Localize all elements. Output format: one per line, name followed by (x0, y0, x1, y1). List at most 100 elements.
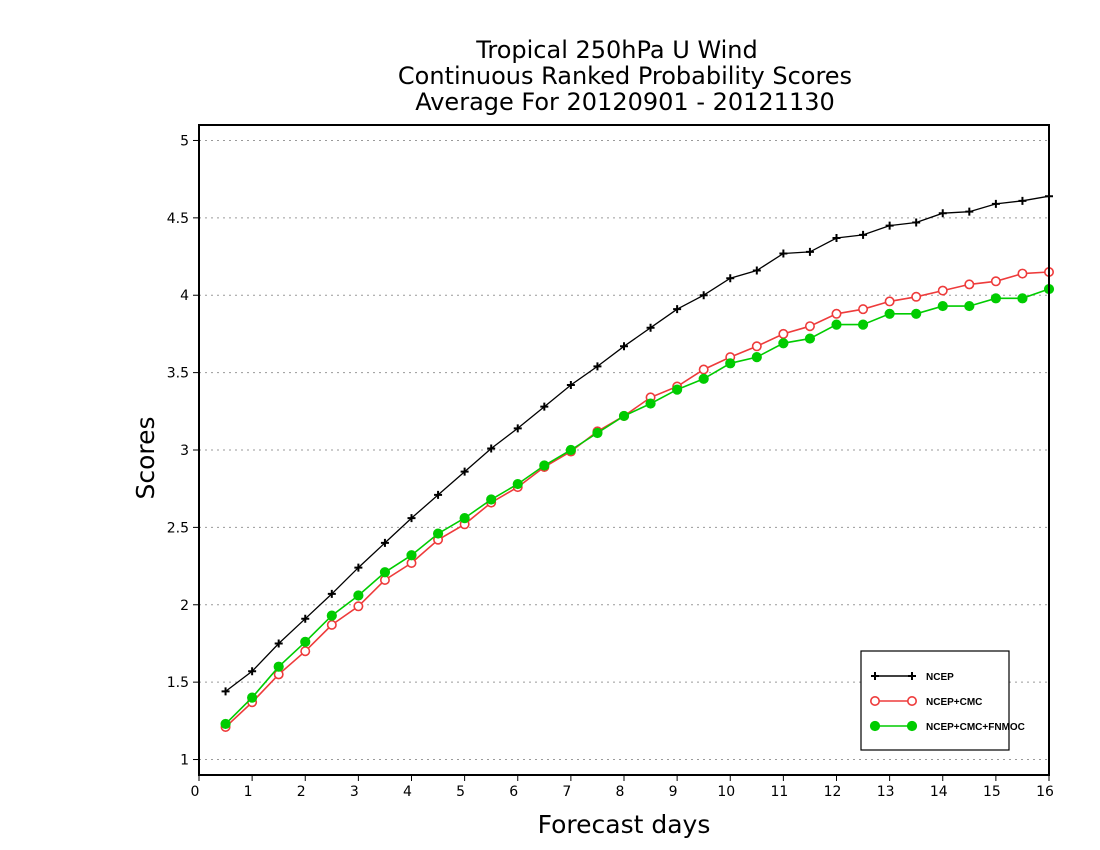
data-point-ncep-cmc (831, 308, 842, 319)
data-point-ncep (991, 199, 1000, 208)
data-point-ncep-cmc-fnmoc (778, 338, 789, 349)
data-point-ncep (779, 249, 788, 258)
data-point-ncep-cmc-fnmoc (804, 333, 816, 344)
x-axis-ticks: 0 1 2 3 4 5 6 7 8 9 10 11 12 13 14 15 16 (191, 775, 1054, 800)
chart-title-line-3: Average For 20120901 - 20121130 (415, 88, 835, 116)
data-point-ncep-cmc-fnmoc (592, 427, 603, 439)
data-point-ncep-cmc-fnmoc (964, 300, 975, 312)
data-point-ncep (752, 266, 761, 275)
data-point-ncep (699, 291, 708, 300)
data-point-ncep (248, 667, 257, 676)
plot-frame (198, 124, 1050, 776)
data-point-ncep (1018, 196, 1027, 205)
data-point-ncep (274, 639, 283, 648)
data-point-ncep (885, 221, 894, 230)
data-point-ncep-cmc (778, 328, 789, 339)
data-point-ncep-cmc-fnmoc (512, 478, 523, 490)
data-point-ncep (646, 323, 655, 332)
x-tick-label: 12 (824, 784, 842, 800)
chart-title-line-1: Tropical 250hPa U Wind (475, 36, 758, 64)
data-point-ncep-cmc-fnmoc (406, 550, 417, 561)
data-point-ncep-cmc (1017, 268, 1028, 279)
legend-label-ncep: NCEP (926, 672, 954, 683)
data-point-ncep (460, 467, 469, 476)
data-point-ncep-cmc (698, 364, 709, 375)
data-point-ncep (327, 589, 336, 598)
legend-label-ncep-cmc: NCEP+CMC (926, 697, 982, 708)
data-point-ncep-cmc (990, 276, 1001, 287)
data-point-ncep-cmc-fnmoc (751, 352, 762, 363)
data-point-ncep-cmc (858, 304, 869, 315)
legend-marker-start-ncep-cmc-fnmoc (869, 720, 881, 732)
data-point-ncep (566, 381, 575, 389)
y-tick-label: 3.5 (167, 366, 189, 382)
data-point-ncep-cmc-fnmoc (618, 410, 630, 422)
x-tick-label: 1 (244, 784, 253, 800)
data-point-ncep-cmc-fnmoc (1017, 293, 1028, 304)
data-point-ncep (832, 233, 841, 242)
data-point-ncep-cmc (911, 291, 922, 302)
y-tick-label: 4.5 (167, 211, 189, 227)
data-point-ncep-cmc-fnmoc (937, 300, 948, 312)
y-tick-label: 2 (180, 598, 189, 614)
legend-item-ncep-cmc-fnmoc: NCEP+CMC+FNMOC (869, 720, 1025, 733)
legend-item-ncep-cmc: NCEP+CMC (869, 695, 982, 708)
data-point-ncep (620, 342, 628, 351)
data-point-ncep-cmc-fnmoc (300, 636, 311, 648)
y-tick-label: 3 (180, 443, 189, 459)
legend: NCEP NCEP+CMC NCEP+CMC+FNMOC (860, 650, 1025, 751)
series-ncep (221, 192, 1053, 696)
data-point-ncep-cmc (326, 619, 337, 630)
data-point-ncep (912, 218, 921, 227)
legend-label-ncep-cmc-fnmoc: NCEP+CMC+FNMOC (926, 722, 1025, 733)
data-point-ncep-cmc-fnmoc (831, 319, 842, 330)
data-point-ncep (965, 207, 974, 216)
x-tick-label: 8 (616, 784, 625, 800)
data-point-ncep-cmc-fnmoc (645, 398, 656, 409)
x-tick-label: 3 (350, 784, 359, 800)
data-point-ncep-cmc-fnmoc (884, 308, 895, 319)
data-point-ncep-cmc (300, 646, 311, 657)
legend-item-ncep: NCEP (871, 672, 954, 683)
legend-marker-end-ncep-cmc-fnmoc (906, 720, 918, 732)
legend-marker-end-ncep-cmc (906, 695, 917, 706)
x-tick-label: 7 (562, 784, 571, 800)
data-point-ncep (859, 230, 868, 239)
data-point-ncep-cmc-fnmoc (432, 528, 444, 539)
data-point-ncep-cmc-fnmoc (326, 610, 337, 621)
y-tick-label: 4 (180, 288, 189, 304)
legend-marker-start-ncep-cmc (869, 695, 880, 706)
data-point-ncep (487, 444, 496, 453)
data-point-ncep (380, 538, 389, 547)
data-point-ncep (513, 424, 522, 433)
data-point-ncep-cmc-fnmoc (247, 692, 258, 703)
x-tick-label: 10 (717, 784, 735, 800)
x-tick-label: 6 (509, 784, 518, 800)
data-point-ncep-cmc (353, 601, 364, 612)
y-axis-label: Scores (131, 416, 160, 499)
y-axis-ticks: 1 1.5 2 2.5 3 3.5 4 4.5 5 (167, 133, 199, 769)
data-point-ncep-cmc (964, 279, 975, 290)
y-tick-label: 5 (180, 133, 189, 149)
legend-marker-start-ncep (871, 672, 879, 680)
data-point-ncep (221, 687, 230, 696)
data-point-ncep (673, 305, 682, 314)
chart-title-line-2: Continuous Ranked Probability Scores (398, 62, 852, 90)
data-point-ncep (540, 402, 549, 411)
data-point-ncep (805, 247, 814, 256)
data-point-ncep-cmc-fnmoc (273, 661, 284, 672)
x-tick-label: 2 (297, 784, 306, 800)
data-point-ncep-cmc-fnmoc (220, 718, 231, 730)
data-point-ncep-cmc-fnmoc (486, 494, 497, 505)
data-point-ncep-cmc (884, 296, 895, 307)
data-point-ncep-cmc (804, 321, 815, 332)
data-point-ncep-cmc-fnmoc (990, 293, 1001, 304)
data-point-ncep (434, 490, 443, 499)
data-point-ncep-cmc (937, 285, 948, 296)
x-tick-label: 0 (191, 784, 200, 800)
data-point-ncep-cmc-fnmoc (725, 358, 736, 369)
data-point-ncep-cmc-fnmoc (857, 319, 869, 330)
series-line-ncep (225, 195, 1050, 692)
data-point-ncep-cmc-fnmoc (565, 444, 576, 456)
